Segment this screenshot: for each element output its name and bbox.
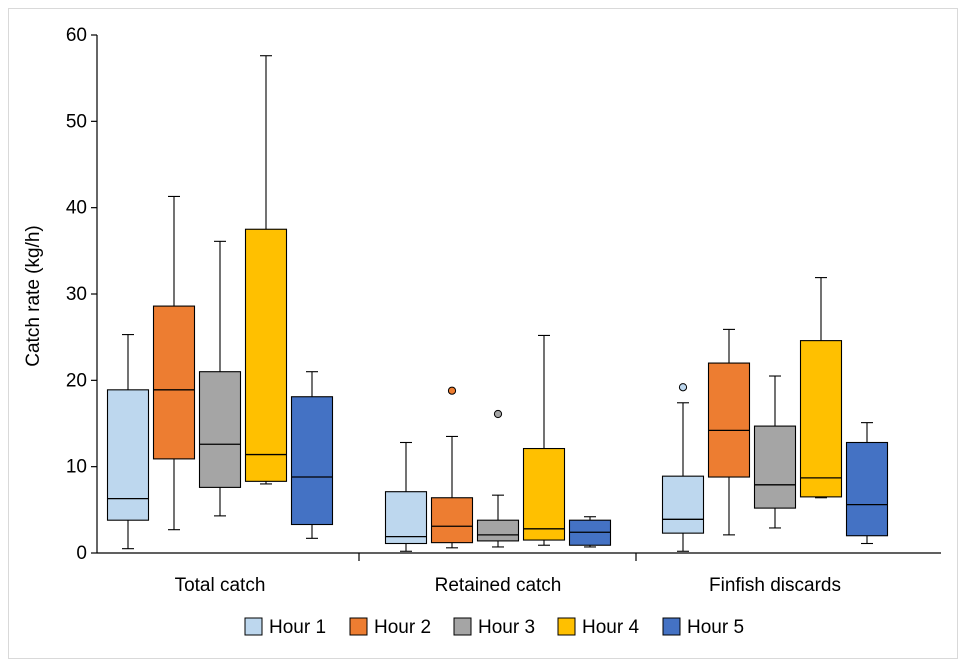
y-tick-label: 50 <box>66 111 87 132</box>
legend-swatch <box>662 617 681 636</box>
legend-label: Hour 3 <box>478 617 535 638</box>
legend-label: Hour 1 <box>269 617 326 638</box>
box-rect <box>522 447 566 541</box>
box-rect <box>476 519 520 542</box>
box-rect <box>799 340 843 498</box>
y-tick-label: 30 <box>66 284 87 305</box>
box-hour-3-2 <box>753 375 797 529</box>
box-rect <box>707 362 751 478</box>
y-tick-label: 10 <box>66 457 87 478</box>
outlier-point <box>493 409 503 419</box>
box-rect <box>106 389 150 521</box>
legend-swatch <box>349 617 368 636</box>
legend: Hour 1 Hour 2 Hour 3 Hour 4 Hour 5 <box>244 617 744 638</box>
axes: 0 10 20 30 40 50 60 Total catch Retained catch Fi… <box>66 25 941 596</box>
y-tick-label: 20 <box>66 370 87 391</box>
box-rect <box>430 497 474 544</box>
x-category-label: Retained catch <box>435 575 562 596</box>
legend-label: Hour 5 <box>687 617 744 638</box>
box-hour-4-1 <box>522 334 566 546</box>
box-hour-1-1 <box>384 441 428 552</box>
box-hour-2-1 <box>430 386 474 549</box>
y-tick-label: 0 <box>76 543 87 564</box>
legend-swatch <box>453 617 472 636</box>
box-hour-2-0 <box>152 195 196 531</box>
x-category-label: Finfish discards <box>709 575 841 596</box>
box-hour-2-2 <box>707 328 751 536</box>
x-category-label: Total catch <box>175 575 266 596</box>
plot-area <box>106 55 889 552</box>
chart-frame: 0 10 20 30 40 50 60 Total catch Retained catch Fi… <box>8 8 958 659</box>
legend-swatch <box>557 617 576 636</box>
legend-label: Hour 2 <box>374 617 431 638</box>
box-rect <box>198 371 242 488</box>
box-hour-4-2 <box>799 277 843 499</box>
box-hour-3-0 <box>198 240 242 517</box>
box-hour-5-0 <box>290 371 334 539</box>
box-hour-5-1 <box>568 516 612 548</box>
outlier-point <box>678 383 688 392</box>
legend-label: Hour 4 <box>582 617 639 638</box>
box-hour-3-1 <box>476 409 520 548</box>
box-hour-5-2 <box>845 422 889 545</box>
box-rect <box>845 441 889 537</box>
outlier-point <box>447 386 457 395</box>
y-tick-label: 60 <box>66 25 87 46</box>
box-rect <box>290 396 334 526</box>
y-tick-label: 40 <box>66 198 87 219</box>
box-hour-4-0 <box>244 55 288 485</box>
box-plot-chart: 0 10 20 30 40 50 60 Total catch Retained catch Fi… <box>23 25 941 638</box>
box-hour-1-0 <box>106 334 150 550</box>
box-rect <box>661 475 705 534</box>
box-rect <box>753 425 797 509</box>
box-rect <box>384 491 428 545</box>
legend-swatch <box>244 617 263 636</box>
box-hour-1-2 <box>661 383 705 552</box>
y-axis-label: Catch rate (kg/h) <box>23 225 44 367</box>
box-rect <box>244 228 288 482</box>
box-rect <box>152 305 196 460</box>
